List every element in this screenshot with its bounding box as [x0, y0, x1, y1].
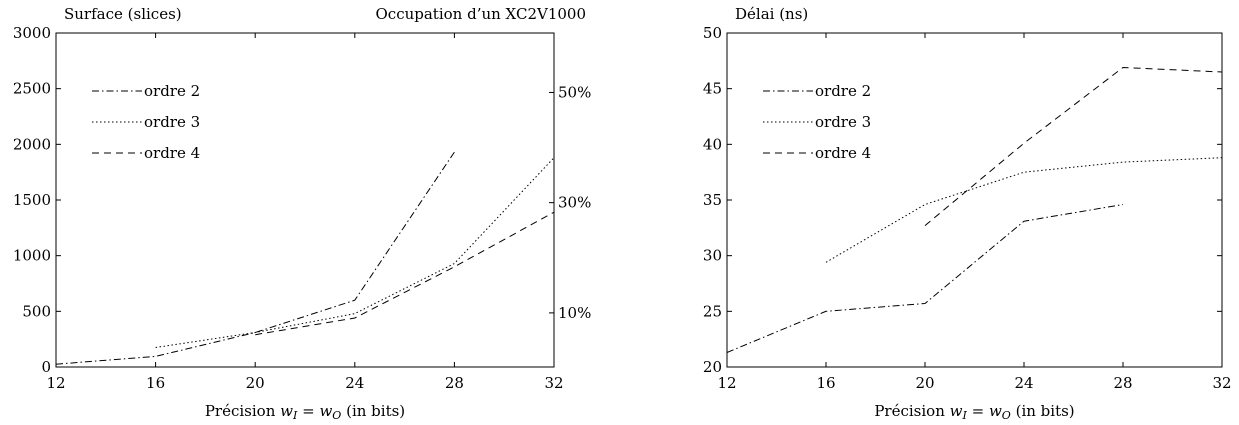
x-tick-label: 32 [1212, 374, 1231, 392]
legend-label: ordre 4 [815, 144, 871, 162]
x-axis-label-part: w [280, 402, 293, 420]
y-tick-label: 1000 [13, 247, 51, 265]
x-axis-label-part: O [1002, 409, 1011, 422]
legend-label: ordre 3 [815, 113, 871, 131]
x-axis-label-part: w [989, 402, 1002, 420]
x-axis-label: Précision wI = wO (in bits) [205, 402, 405, 422]
y-tick-label: 0 [41, 358, 51, 376]
y-axis-label: Surface (slices) [64, 5, 182, 23]
x-tick-label: 16 [146, 374, 165, 392]
x-axis-label-part: I [961, 409, 967, 422]
series-line-ordre-3 [825, 157, 1223, 263]
y-tick-label: 45 [703, 80, 722, 98]
x-tick-label: 24 [1014, 374, 1033, 392]
x-axis-label-part: w [950, 402, 963, 420]
y-axis-label: Délai (ns) [735, 5, 808, 23]
x-tick-label: 20 [915, 374, 934, 392]
x-axis-label-part: = [297, 402, 319, 420]
y-tick-label: 35 [703, 191, 722, 209]
x-axis-label-part: (in bits) [1011, 402, 1075, 420]
legend-label: ordre 2 [815, 82, 871, 100]
plot-frame [726, 32, 1223, 368]
chart-1: 12 16 20 24 28 32 0 500 1000 1500 2000 2500 3000 10% 3… [13, 5, 592, 422]
series-line-ordre-4 [924, 66, 1223, 226]
y-tick-label: 25 [703, 302, 722, 320]
right-tick-label: 10% [558, 304, 591, 322]
x-tick-label: 16 [816, 374, 835, 392]
legend-label: ordre 3 [144, 113, 200, 131]
series-line-ordre-2 [55, 151, 455, 365]
x-axis-label: Précision wI = wO (in bits) [874, 402, 1074, 422]
y-tick-label: 1500 [13, 191, 51, 209]
series-line-ordre-2 [726, 204, 1124, 353]
series-line-ordre-4 [255, 211, 555, 336]
x-tick-label: 28 [1113, 374, 1132, 392]
y-tick-label: 2000 [13, 135, 51, 153]
y-tick-label: 20 [703, 358, 722, 376]
right-tick-label: 50% [558, 83, 591, 101]
chart-title: Occupation d’un XC2V1000 [376, 5, 587, 23]
x-tick-label: 12 [717, 374, 736, 392]
series-line-ordre-3 [155, 157, 555, 348]
x-tick-label: 32 [544, 374, 563, 392]
y-tick-label: 40 [703, 135, 722, 153]
x-axis-label-part: I [292, 409, 298, 422]
x-axis-label-part: O [332, 409, 341, 422]
x-axis-label-part: Précision [874, 402, 949, 420]
x-tick-label: 28 [445, 374, 464, 392]
legend-label: ordre 2 [144, 82, 200, 100]
legend-label: ordre 4 [144, 144, 200, 162]
x-tick-label: 24 [345, 374, 364, 392]
x-axis-label-part: Précision [205, 402, 280, 420]
y-tick-label: 30 [703, 247, 722, 265]
x-tick-label: 20 [246, 374, 265, 392]
right-tick-label: 30% [558, 194, 591, 212]
y-tick-label: 3000 [13, 24, 51, 42]
x-axis-label-part: w [319, 402, 332, 420]
x-axis-label-part: (in bits) [341, 402, 405, 420]
y-tick-label: 500 [22, 302, 51, 320]
x-axis-label-part: = [967, 402, 989, 420]
chart-2: 12 16 20 24 28 32 20 25 30 35 40 45 50 Délai (ns) Préc… [703, 5, 1232, 422]
plot-frame [55, 32, 555, 368]
x-tick-label: 12 [46, 374, 65, 392]
y-tick-label: 50 [703, 24, 722, 42]
y-tick-label: 2500 [13, 80, 51, 98]
